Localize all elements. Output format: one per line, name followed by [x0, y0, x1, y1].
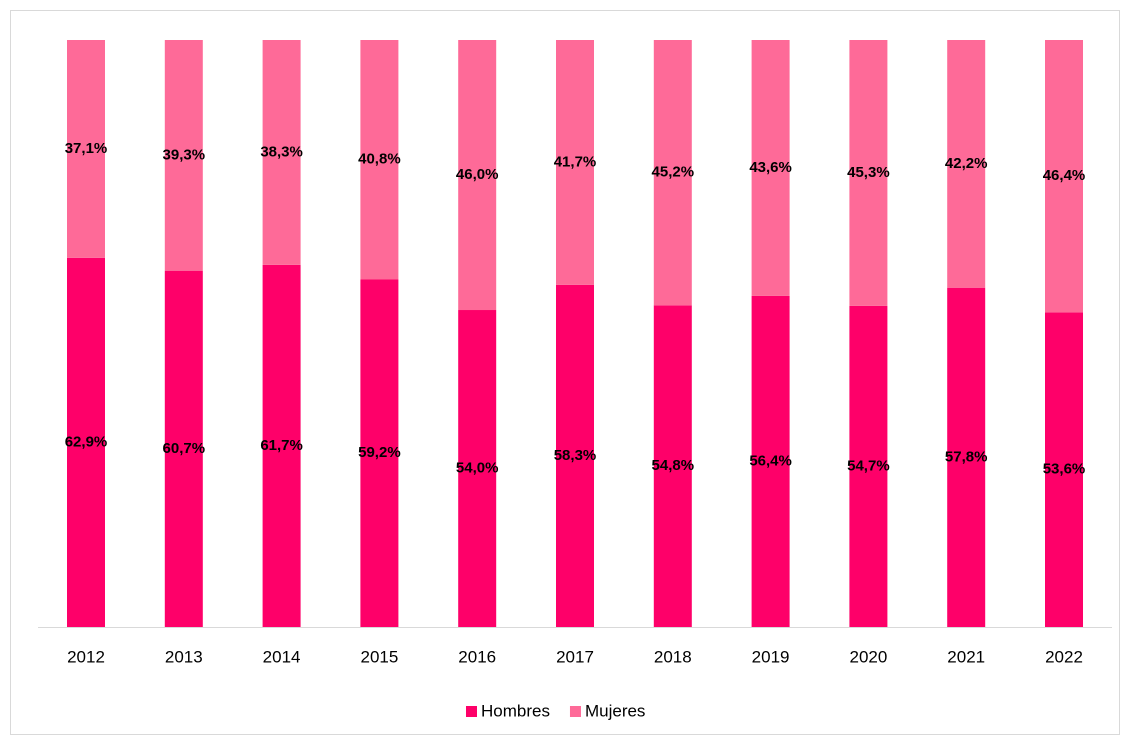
x-tick-label: 2022 [1045, 647, 1083, 666]
data-label: 58,3% [554, 447, 597, 464]
bar-segment [1045, 312, 1083, 627]
bar-segment [751, 40, 790, 296]
x-tick-label: 2015 [360, 647, 398, 666]
data-label: 56,4% [749, 452, 792, 469]
data-label: 39,3% [163, 146, 206, 163]
bar-segment [164, 270, 203, 627]
x-tick-label: 2019 [752, 647, 790, 666]
bar-segment [1045, 40, 1083, 313]
legend-label: Hombres [481, 701, 550, 720]
x-tick-label: 2012 [67, 647, 105, 666]
bar-segment [947, 287, 986, 627]
x-tick-label: 2018 [654, 647, 692, 666]
bar-segment [67, 257, 105, 627]
data-label: 59,2% [358, 444, 401, 461]
bar-segment [849, 305, 888, 627]
data-label: 37,1% [65, 140, 108, 157]
bar-segment [653, 305, 692, 627]
bar-segment [360, 279, 399, 627]
bar-segment [556, 40, 594, 285]
data-label: 46,0% [456, 166, 499, 183]
data-label: 45,2% [652, 164, 695, 181]
data-label: 43,6% [749, 159, 792, 176]
data-label: 53,6% [1043, 461, 1086, 478]
x-tick-label: 2013 [165, 647, 203, 666]
x-tick-label: 2014 [263, 647, 301, 666]
data-label: 41,7% [554, 153, 597, 170]
data-label: 38,3% [260, 143, 303, 160]
legend-swatch [466, 706, 477, 717]
data-label: 54,0% [456, 459, 499, 476]
bar-segment [947, 40, 986, 288]
bar-segment [262, 40, 301, 265]
data-label: 54,8% [652, 457, 695, 474]
bar-segment [849, 40, 888, 306]
bar-segment [653, 40, 692, 306]
data-label: 42,2% [945, 155, 988, 172]
data-label: 45,3% [847, 164, 890, 181]
data-label: 57,8% [945, 448, 988, 465]
bar-segment [164, 40, 203, 271]
bar-segment [458, 310, 497, 627]
bar-segment [556, 284, 594, 627]
x-tick-label: 2016 [458, 647, 496, 666]
data-label: 46,4% [1043, 167, 1086, 184]
data-label: 40,8% [358, 151, 401, 168]
x-tick-label: 2020 [849, 647, 887, 666]
bar-segment [458, 40, 497, 311]
x-tick-label: 2017 [556, 647, 594, 666]
bar-segment [360, 40, 399, 280]
bar-segment [751, 295, 790, 627]
data-label: 61,7% [260, 437, 303, 454]
legend-label: Mujeres [585, 701, 645, 720]
data-label: 54,7% [847, 457, 890, 474]
data-label: 62,9% [65, 433, 108, 450]
data-label: 60,7% [163, 440, 206, 457]
x-tick-label: 2021 [947, 647, 985, 666]
bar-segment [67, 40, 105, 258]
legend-swatch [569, 706, 581, 717]
bar-segment [262, 264, 301, 627]
